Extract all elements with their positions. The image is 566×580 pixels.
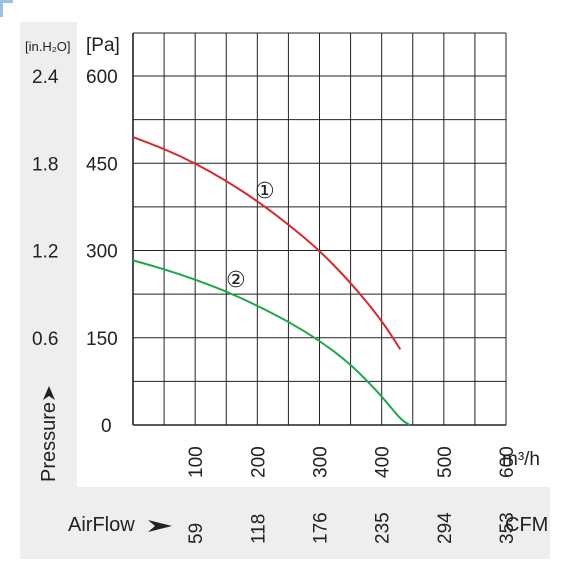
y-axis-arrow-icon xyxy=(43,386,55,400)
x-tick-label-cfm: 59 xyxy=(186,523,207,544)
x-tick-label-cfm: 118 xyxy=(248,514,269,544)
x-tick-label-cfm: 235 xyxy=(373,512,394,544)
x-tick-label-m3h: 500 xyxy=(435,446,456,478)
y-unit-primary: [Pa] xyxy=(86,35,120,56)
corner-decoration xyxy=(0,0,13,17)
y-tick-label-pa: 450 xyxy=(86,154,118,175)
x-tick-label-m3h: 600 xyxy=(497,446,518,478)
x-unit-secondary: CFM xyxy=(505,514,548,536)
y-tick-label-pa: 150 xyxy=(86,329,118,350)
x-tick-label-m3h: 300 xyxy=(311,446,332,478)
y-tick-label-pa: 300 xyxy=(86,242,118,263)
y-unit-secondary: [in.H₂O] xyxy=(25,39,71,54)
series-marker-1: ① xyxy=(255,178,275,203)
x-axis-arrow-icon xyxy=(148,520,172,532)
x-tick-label-cfm: 294 xyxy=(435,512,456,544)
series-marker-2: ② xyxy=(226,267,246,292)
x-tick-label-cfm: 353 xyxy=(497,512,518,544)
y-tick-label-inh2o: 2.4 xyxy=(32,67,59,88)
x-tick-label-m3h: 100 xyxy=(186,446,207,478)
y-tick-label-pa: 600 xyxy=(86,67,118,88)
series-line-1 xyxy=(132,136,402,350)
y-tick-label-inh2o: 1.8 xyxy=(32,154,58,175)
y-axis-label: Pressure xyxy=(38,402,60,482)
y-tick-label-inh2o: 0.6 xyxy=(32,329,58,350)
x-axis-label: AirFlow xyxy=(68,514,135,536)
x-unit-primary: m³/h xyxy=(502,449,540,470)
y-tick-label-pa: 0 xyxy=(101,416,112,437)
x-tick-label-m3h: 200 xyxy=(248,446,269,478)
y-tick-label-inh2o: 1.2 xyxy=(32,242,58,263)
x-tick-label-cfm: 176 xyxy=(311,512,332,544)
series-line-2 xyxy=(132,259,411,426)
x-tick-label-m3h: 400 xyxy=(373,446,394,478)
airflow-scale-panel xyxy=(20,487,550,559)
left-axis-panel xyxy=(20,22,77,487)
